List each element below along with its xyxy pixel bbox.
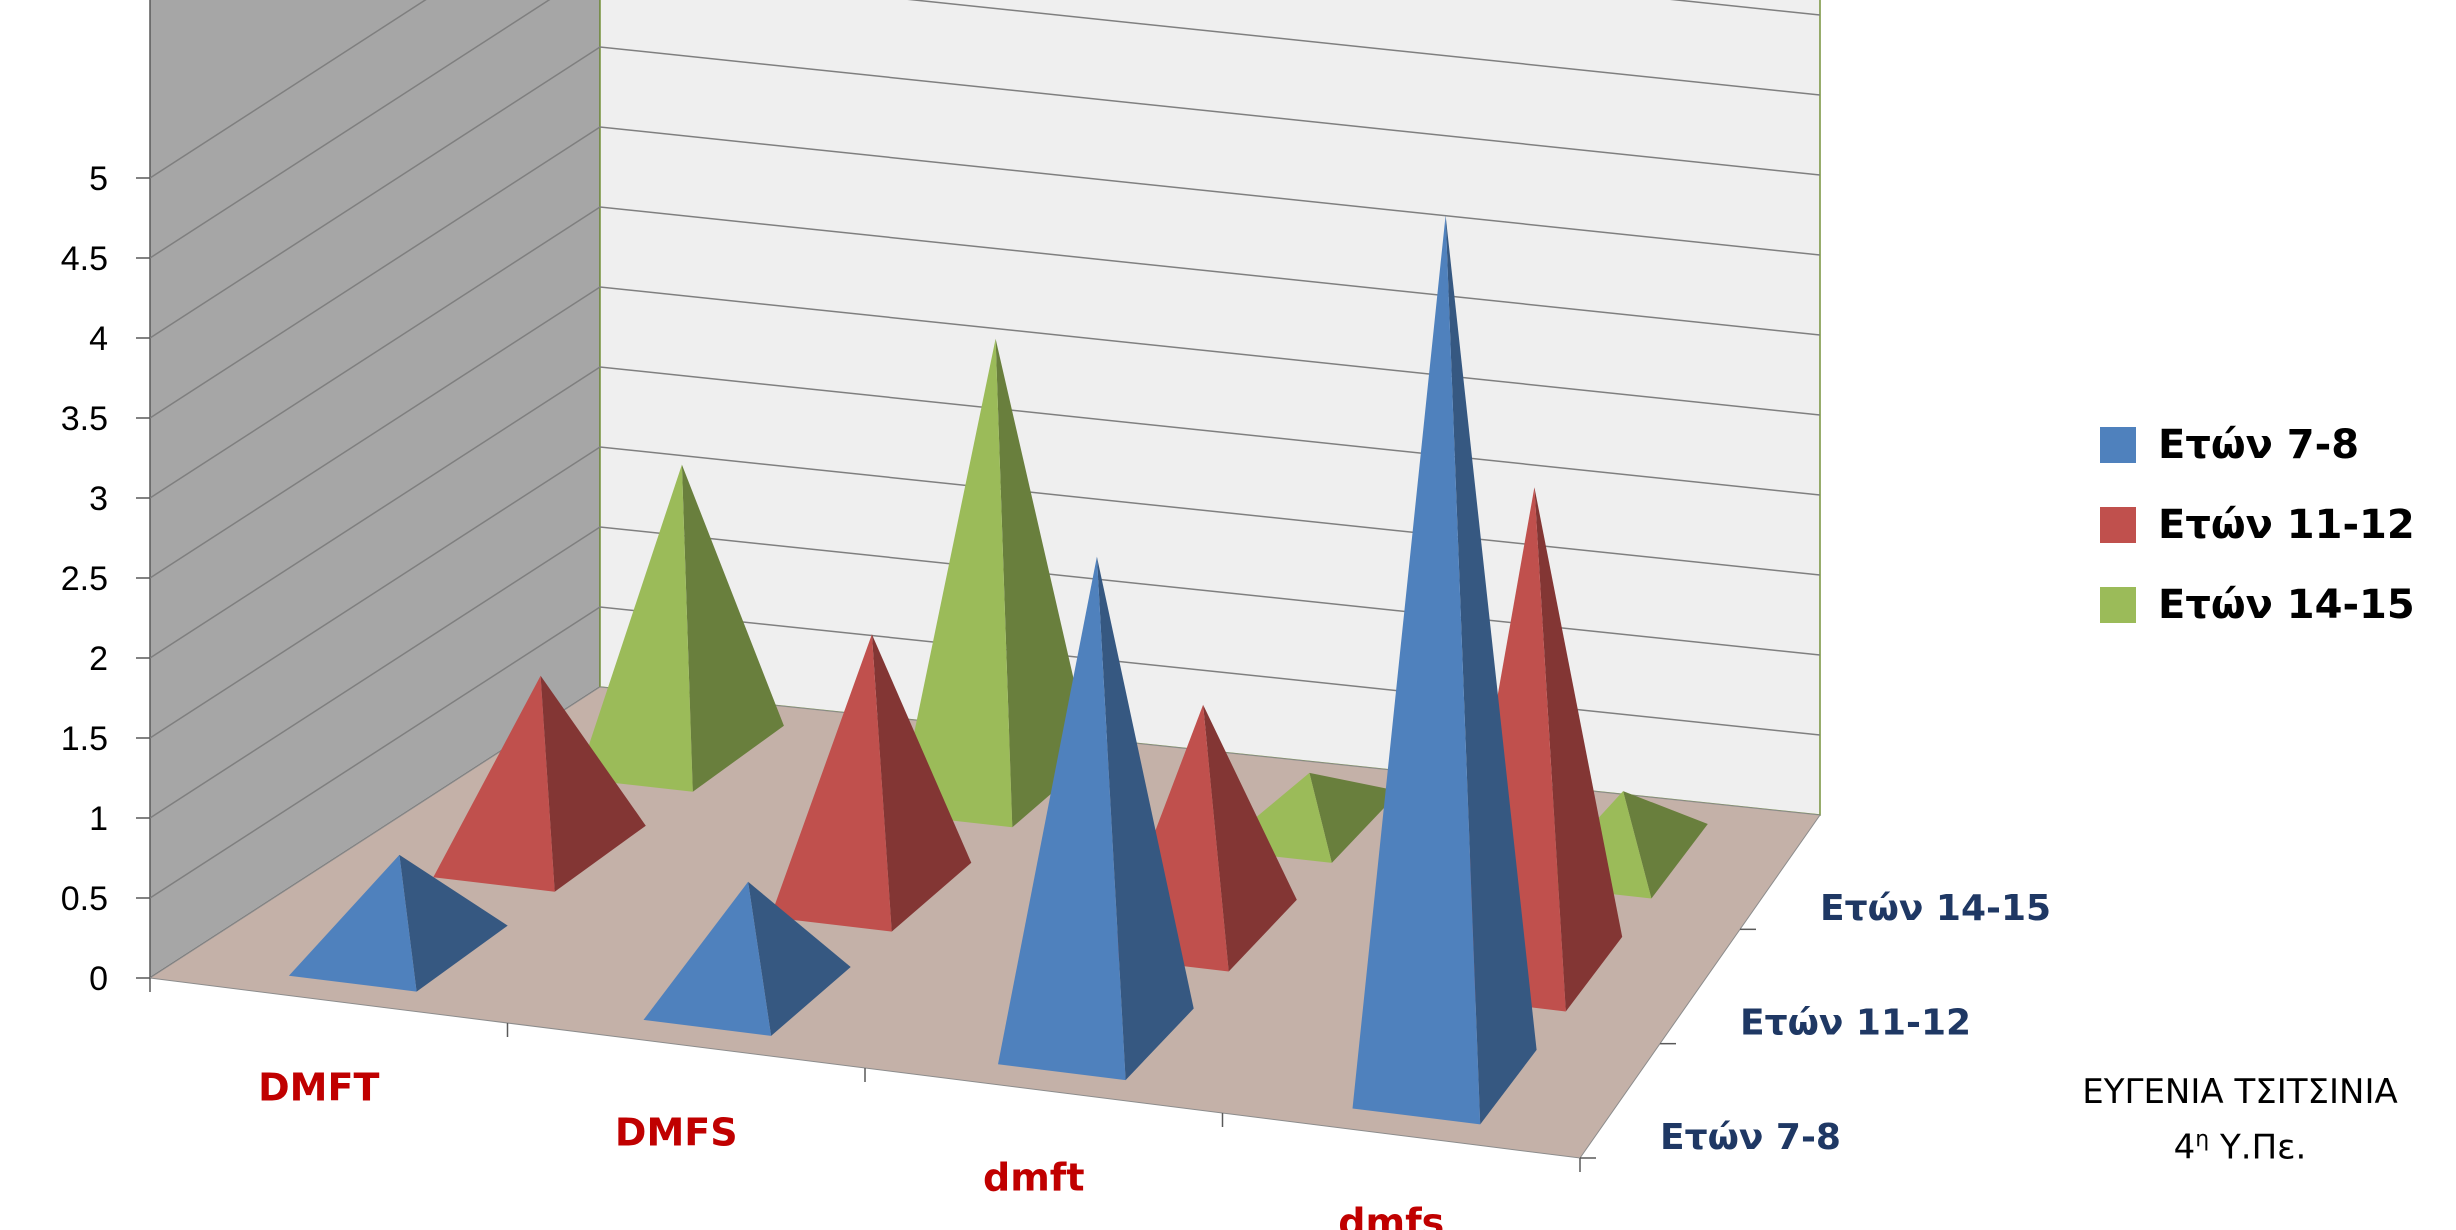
pyramid-side-face [1623, 791, 1708, 899]
pyramid-side-face [681, 464, 784, 792]
y-tick-label: 0.5 [61, 880, 108, 918]
legend-label: Ετών 11-12 [2158, 502, 2415, 548]
pyramid-side-face [1445, 215, 1537, 1125]
y-tick-label: 1.5 [61, 720, 108, 758]
pyramid-dmfs-series-2 [770, 634, 972, 932]
legend-swatch [2100, 587, 2136, 623]
legend-label: Ετών 14-15 [2158, 582, 2415, 628]
pyramid-side-face [871, 634, 972, 932]
pyramid-dmft-series-2 [433, 675, 646, 892]
affiliation-number: 4 [2173, 1127, 2196, 1168]
gridline [149, 0, 1821, 259]
pyramid-side-face [1096, 556, 1194, 1081]
legend-label: Ετών 7-8 [2158, 422, 2360, 468]
gridline [149, 286, 1821, 579]
pyramid-dmfs-series-3 [897, 338, 1092, 828]
y-tick-label: 4 [89, 320, 108, 358]
legend-item-series-2: Ετών 11-12 [2100, 485, 2415, 565]
y-tick-label: 1 [89, 800, 108, 838]
pyramid-side-face [540, 675, 646, 892]
author-name: ΕΥΓΕΝΙΑ ΤΣΙΤΣΙΝΙΑ [2082, 1072, 2398, 1112]
affiliation-superscript: η [2195, 1127, 2210, 1152]
gridline [149, 0, 1821, 179]
legend-item-series-3: Ετών 14-15 [2100, 565, 2415, 645]
affiliation-text: Υ.Πε. [2209, 1127, 2307, 1168]
pyramid-dmft-series-1 [288, 854, 508, 992]
legend: Ετών 7-8 Ετών 11-12 Ετών 14-15 [2100, 405, 2415, 645]
depth-label: Ετών 7-8 [1660, 1117, 1841, 1158]
pyramid-front-face [897, 338, 1013, 828]
pyramid-front-face [643, 881, 772, 1036]
category-label: DMFT [258, 1066, 379, 1110]
pyramid-front-face [1352, 215, 1481, 1125]
gridline [149, 206, 1821, 499]
pyramid-side-face [1203, 704, 1297, 972]
category-labels: DMFT DMFS dmft dmfs [149, 978, 1581, 1230]
y-tick-label: 4.5 [61, 240, 108, 278]
pyramid-front-face [288, 854, 417, 992]
category-label: DMFS [615, 1111, 738, 1155]
pyramid-front-face [433, 675, 555, 892]
pyramid-side-face [995, 338, 1092, 828]
pyramid-side-face [1534, 487, 1623, 1012]
back-wall [599, 0, 1821, 816]
pyramid-front-face [577, 464, 693, 792]
author-credit: ΕΥΓΕΝΙΑ ΤΣΙΤΣΙΝΙΑ 4η Υ.Πε. [2040, 1068, 2440, 1171]
depth-label: Ετών 11-12 [1740, 1003, 1971, 1044]
y-tick-label: 0 [89, 960, 108, 998]
y-tick-label: 5 [89, 160, 108, 198]
category-label: dmfs [1338, 1201, 1444, 1230]
pyramid-dmfs-series-1 [1352, 215, 1537, 1125]
gridline [149, 366, 1821, 659]
author-affiliation: 4η Υ.Πε. [2040, 1116, 2440, 1171]
pyramid-side-face [1309, 772, 1400, 863]
pyramid-front-face [770, 634, 892, 932]
pyramid-front-face [998, 556, 1126, 1081]
pyramid-side-face [399, 854, 508, 992]
y-tick-label: 2.5 [61, 560, 108, 598]
legend-swatch [2100, 427, 2136, 463]
y-tick-label: 3.5 [61, 400, 108, 438]
pyramid-dmft-series-1 [998, 556, 1194, 1081]
y-tick-label: 3 [89, 480, 108, 518]
depth-label: Ετών 14-15 [1820, 888, 2051, 929]
depth-labels: Ετών 7-8 Ετών 11-12 Ετών 14-15 [1580, 888, 2051, 1159]
pyramid-dmft-series-3 [577, 464, 784, 792]
legend-item-series-1: Ετών 7-8 [2100, 405, 2415, 485]
gridline [149, 126, 1821, 419]
pyramid-side-face [748, 881, 851, 1036]
legend-swatch [2100, 507, 2136, 543]
pyramid-marks [288, 215, 1708, 1125]
y-axis-ticks: 0 0.5 1 1.5 2 2.5 3 3.5 4 4.5 5 [61, 160, 150, 998]
gridline [149, 46, 1821, 339]
pyramid-dmfs-series-1 [643, 881, 851, 1036]
category-label: dmft [983, 1156, 1085, 1200]
y-tick-label: 2 [89, 640, 108, 678]
